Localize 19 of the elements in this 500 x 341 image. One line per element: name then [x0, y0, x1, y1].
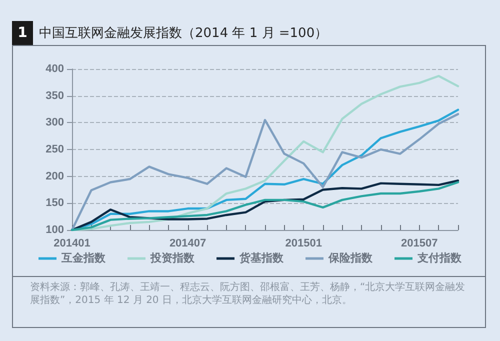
legend-label: 投资指数 [150, 252, 196, 264]
y-tick-label: 400 [46, 63, 64, 75]
y-tick-label: 350 [46, 90, 64, 102]
x-tick-label: 201507 [401, 238, 438, 250]
y-tick-label: 150 [46, 197, 64, 210]
x-tick-label: 201407 [169, 238, 206, 250]
legend-label: 货基指数 [238, 252, 284, 264]
chart-title: 中国互联网金融发展指数（2014 年 1 月 =100） [39, 25, 328, 42]
legend-label: 支付指数 [416, 252, 462, 264]
y-tick-label: 100 [46, 224, 64, 236]
x-tick-label: 201401 [54, 238, 90, 250]
y-tick-label: 300 [46, 116, 64, 129]
text: 1 [12, 21, 33, 45]
legend-label: 互金指数 [60, 252, 106, 264]
text: 资料来源：郭峰、孔涛、王靖一、程志云、阮方图、邵根富、王芳、杨静，“北京大学互联网金融发展指数”，2015 年 12 月 20 日，北京大学互联网金融研究中心，北京。 [30, 281, 466, 307]
legend-label: 保险指数 [328, 252, 374, 264]
x-tick-label: 201501 [285, 238, 322, 250]
y-tick-label: 250 [46, 144, 64, 156]
y-tick-label: 200 [46, 170, 64, 182]
